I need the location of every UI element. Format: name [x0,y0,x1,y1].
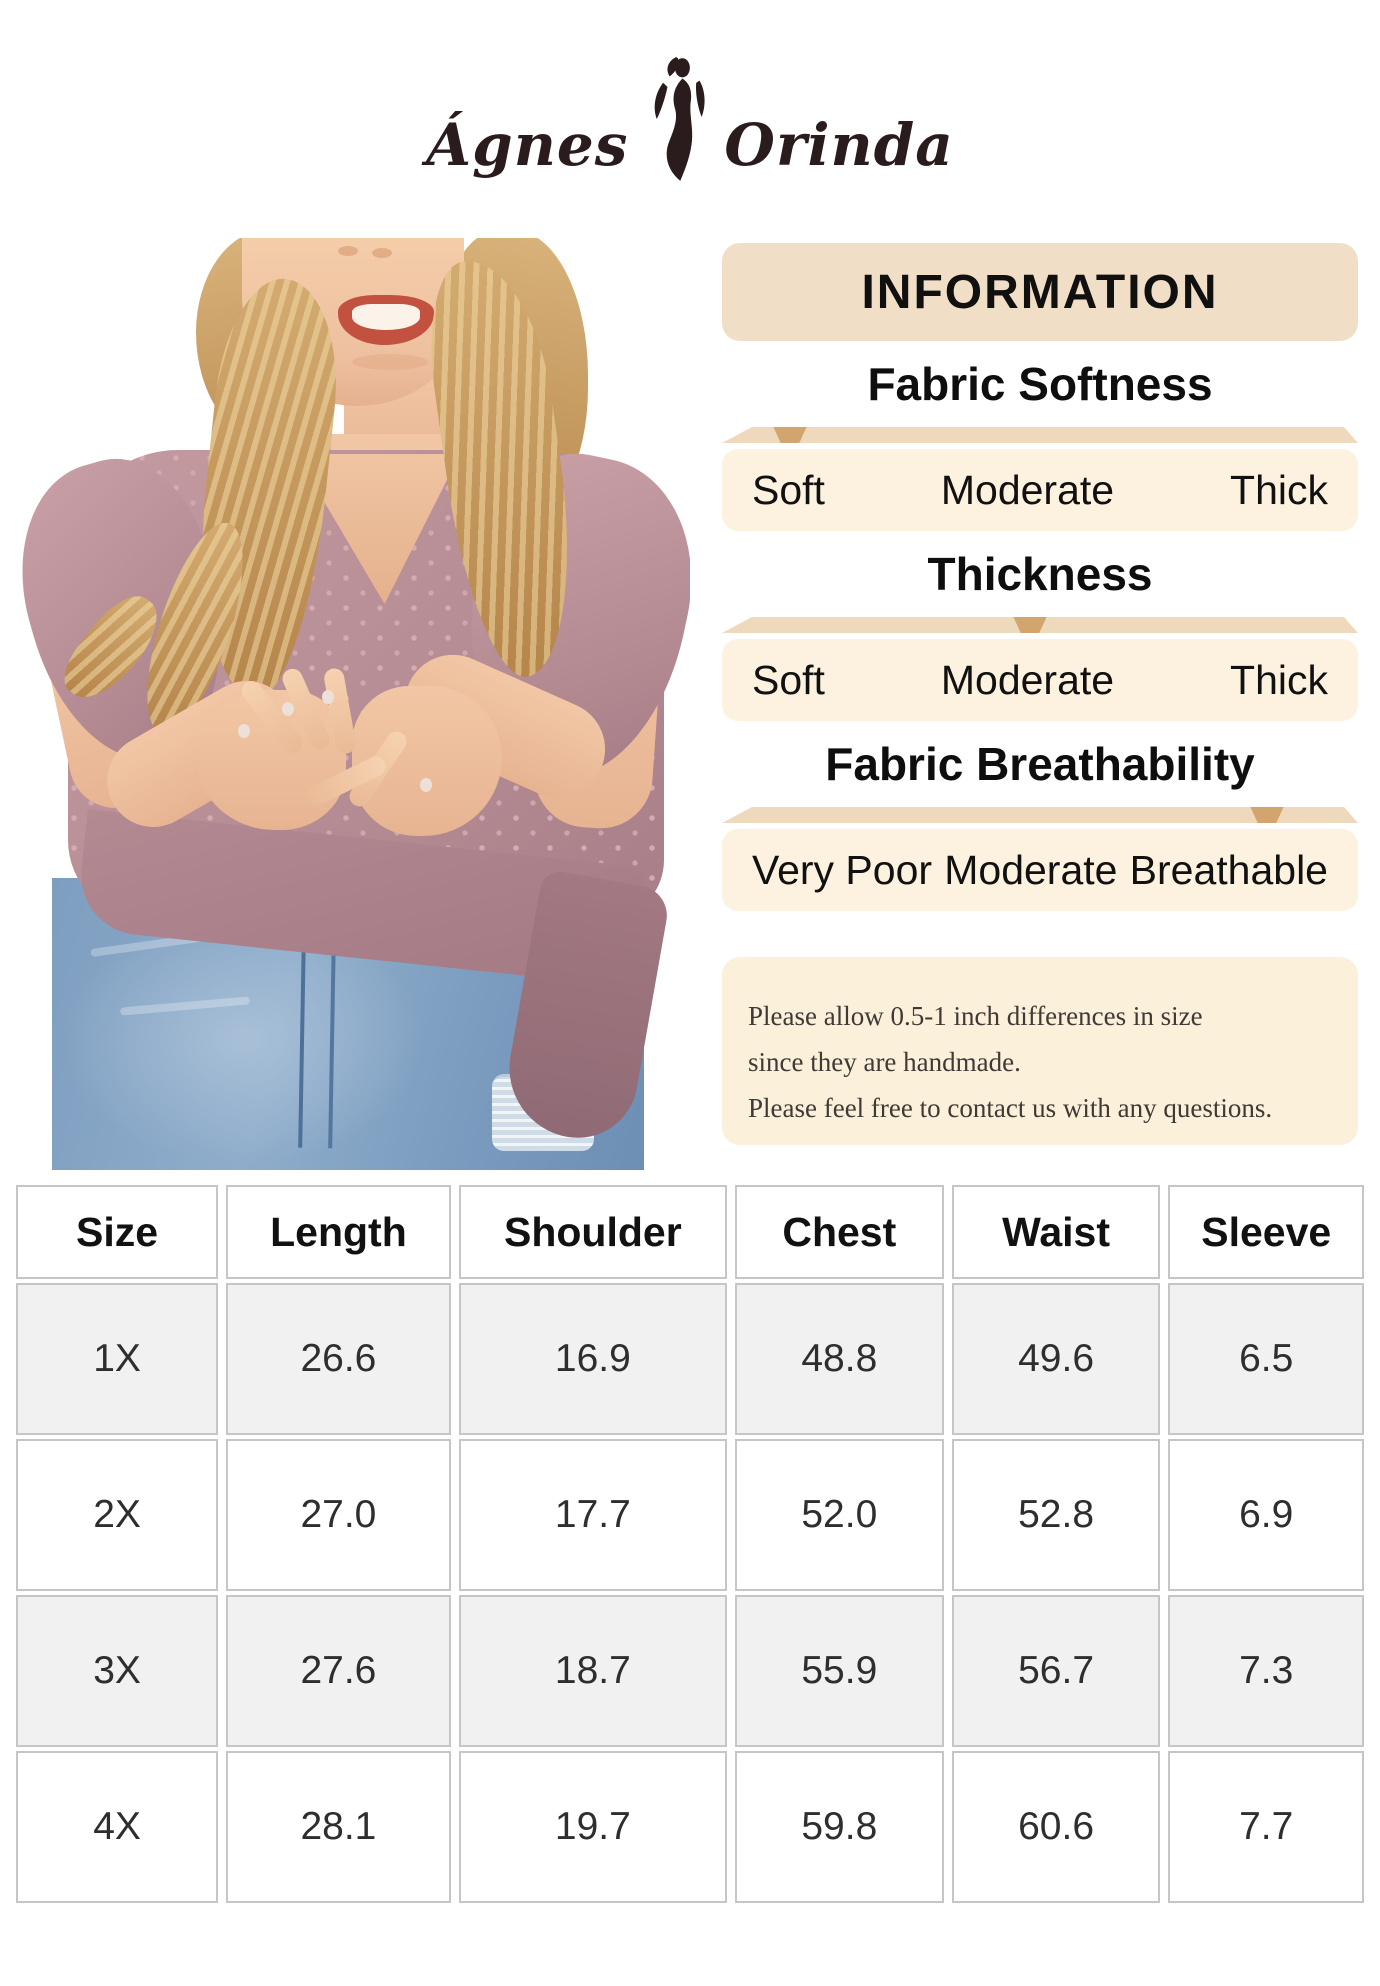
size-cell: 3X [16,1595,219,1747]
value-cell: 27.0 [226,1439,451,1591]
fingernail [420,778,432,792]
fingernail [282,702,294,716]
scale-heading-fabric-softness: Fabric Softness [867,358,1213,410]
brand-word-left: Ágnes [426,111,629,179]
brand-logo: Ágnes Orinda [0,34,1380,184]
information-panel: INFORMATION Fabric Softness Soft Moderat… [722,243,1358,1145]
size-cell: 2X [16,1439,219,1591]
nose [372,248,392,258]
value-cell: 19.7 [458,1751,727,1903]
value-cell: 48.8 [734,1283,944,1435]
sizing-note: Please allow 0.5-1 inch differences in s… [722,957,1358,1145]
column-header: Waist [951,1185,1161,1279]
value-cell: 49.6 [951,1283,1161,1435]
note-line: since they are handmade. [748,1047,1021,1077]
value-cell: 28.1 [226,1751,451,1903]
fingernail [238,724,250,738]
size-cell: 1X [16,1283,219,1435]
scale-label: Soft [752,466,825,513]
fingernail [322,690,334,704]
scale-label: Moderate [944,846,1118,893]
value-cell: 60.6 [951,1751,1161,1903]
table-row: 3X 27.6 18.7 55.9 56.7 7.3 [16,1595,1364,1747]
value-cell: 59.8 [734,1751,944,1903]
size-cell: 4X [16,1751,219,1903]
thickness-scale-track [722,617,1358,633]
nose [338,246,358,256]
information-title: INFORMATION [861,265,1219,319]
size-chart-table: Size Length Shoulder Chest Waist Sleeve … [8,1181,1372,1907]
note-line: Please feel free to contact us with any … [748,1093,1273,1123]
jeans-fly-seam [298,937,336,1149]
value-cell: 26.6 [226,1283,451,1435]
value-cell: 6.5 [1168,1283,1364,1435]
note-line: Please allow 0.5-1 inch differences in s… [748,1001,1203,1031]
value-cell: 16.9 [458,1283,727,1435]
value-cell: 52.0 [734,1439,944,1591]
scale-label: Very Poor [752,846,933,893]
column-header: Sleeve [1168,1185,1364,1279]
table-header-row: Size Length Shoulder Chest Waist Sleeve [16,1185,1364,1279]
value-cell: 27.6 [226,1595,451,1747]
scale-label: Moderate [940,656,1115,703]
value-cell: 18.7 [458,1595,727,1747]
scale-label: Soft [752,656,825,703]
scale-label: Breathable [1129,846,1328,893]
value-cell: 7.7 [1168,1751,1364,1903]
teeth [352,304,420,330]
information-banner: INFORMATION [722,243,1358,341]
value-cell: 52.8 [951,1439,1161,1591]
breathability-scale-labels: Very Poor Moderate Breathable [722,829,1358,911]
value-cell: 17.7 [458,1439,727,1591]
column-header: Shoulder [458,1185,727,1279]
value-cell: 6.9 [1168,1439,1364,1591]
value-cell: 56.7 [951,1595,1161,1747]
woman-silhouette-icon [655,57,705,181]
scale-label: Moderate [940,466,1115,513]
table-row: 2X 27.0 17.7 52.0 52.8 6.9 [16,1439,1364,1591]
brand-word-right: Orinda [724,111,954,179]
scale-label: Thick [1230,656,1328,703]
table-row: 1X 26.6 16.9 48.8 49.6 6.5 [16,1283,1364,1435]
column-header: Length [226,1185,451,1279]
value-cell: 55.9 [734,1595,944,1747]
table-row: 4X 28.1 19.7 59.8 60.6 7.7 [16,1751,1364,1903]
column-header: Size [16,1185,219,1279]
breathability-scale-track [722,807,1358,823]
value-cell: 7.3 [1168,1595,1364,1747]
chin-shadow [352,354,428,370]
scale-heading-breathability: Fabric Breathability [825,738,1255,790]
softness-scale-labels: Soft Moderate Thick [722,449,1358,531]
thickness-scale-labels: Soft Moderate Thick [722,639,1358,721]
softness-scale-track [722,427,1358,443]
model-photo [0,238,690,1170]
scale-label: Thick [1230,466,1328,513]
scale-heading-thickness: Thickness [927,548,1153,600]
column-header: Chest [734,1185,944,1279]
